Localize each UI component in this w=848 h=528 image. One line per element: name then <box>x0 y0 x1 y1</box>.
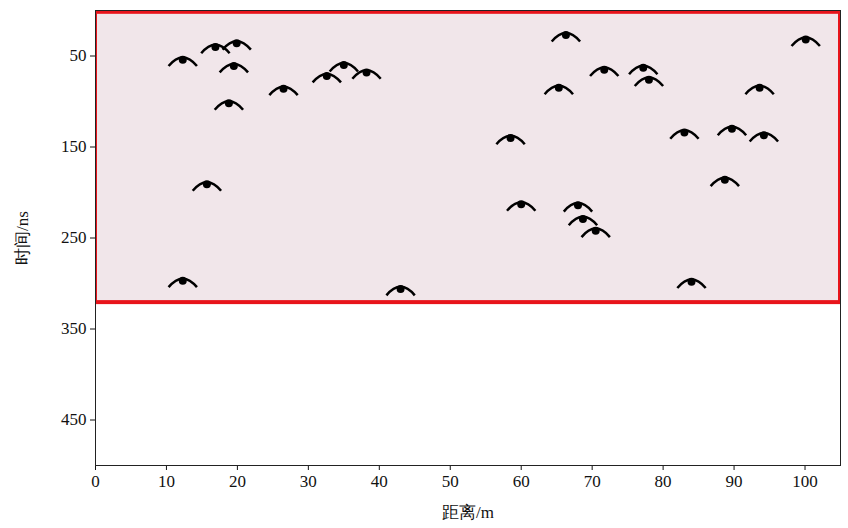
svg-text:0: 0 <box>91 472 100 491</box>
svg-text:50: 50 <box>442 472 459 491</box>
svg-text:20: 20 <box>229 472 246 491</box>
svg-text:90: 90 <box>726 472 743 491</box>
svg-text:80: 80 <box>655 472 672 491</box>
svg-text:150: 150 <box>61 137 87 156</box>
svg-text:30: 30 <box>300 472 317 491</box>
svg-text:距离/m: 距离/m <box>442 503 494 522</box>
svg-text:时间/ns: 时间/ns <box>13 211 32 265</box>
svg-text:350: 350 <box>61 319 87 338</box>
svg-text:10: 10 <box>158 472 175 491</box>
svg-text:100: 100 <box>792 472 818 491</box>
svg-text:70: 70 <box>584 472 601 491</box>
svg-text:50: 50 <box>70 46 87 65</box>
svg-text:450: 450 <box>61 410 87 429</box>
svg-text:250: 250 <box>61 228 87 247</box>
svg-text:60: 60 <box>513 472 530 491</box>
svg-text:40: 40 <box>371 472 388 491</box>
